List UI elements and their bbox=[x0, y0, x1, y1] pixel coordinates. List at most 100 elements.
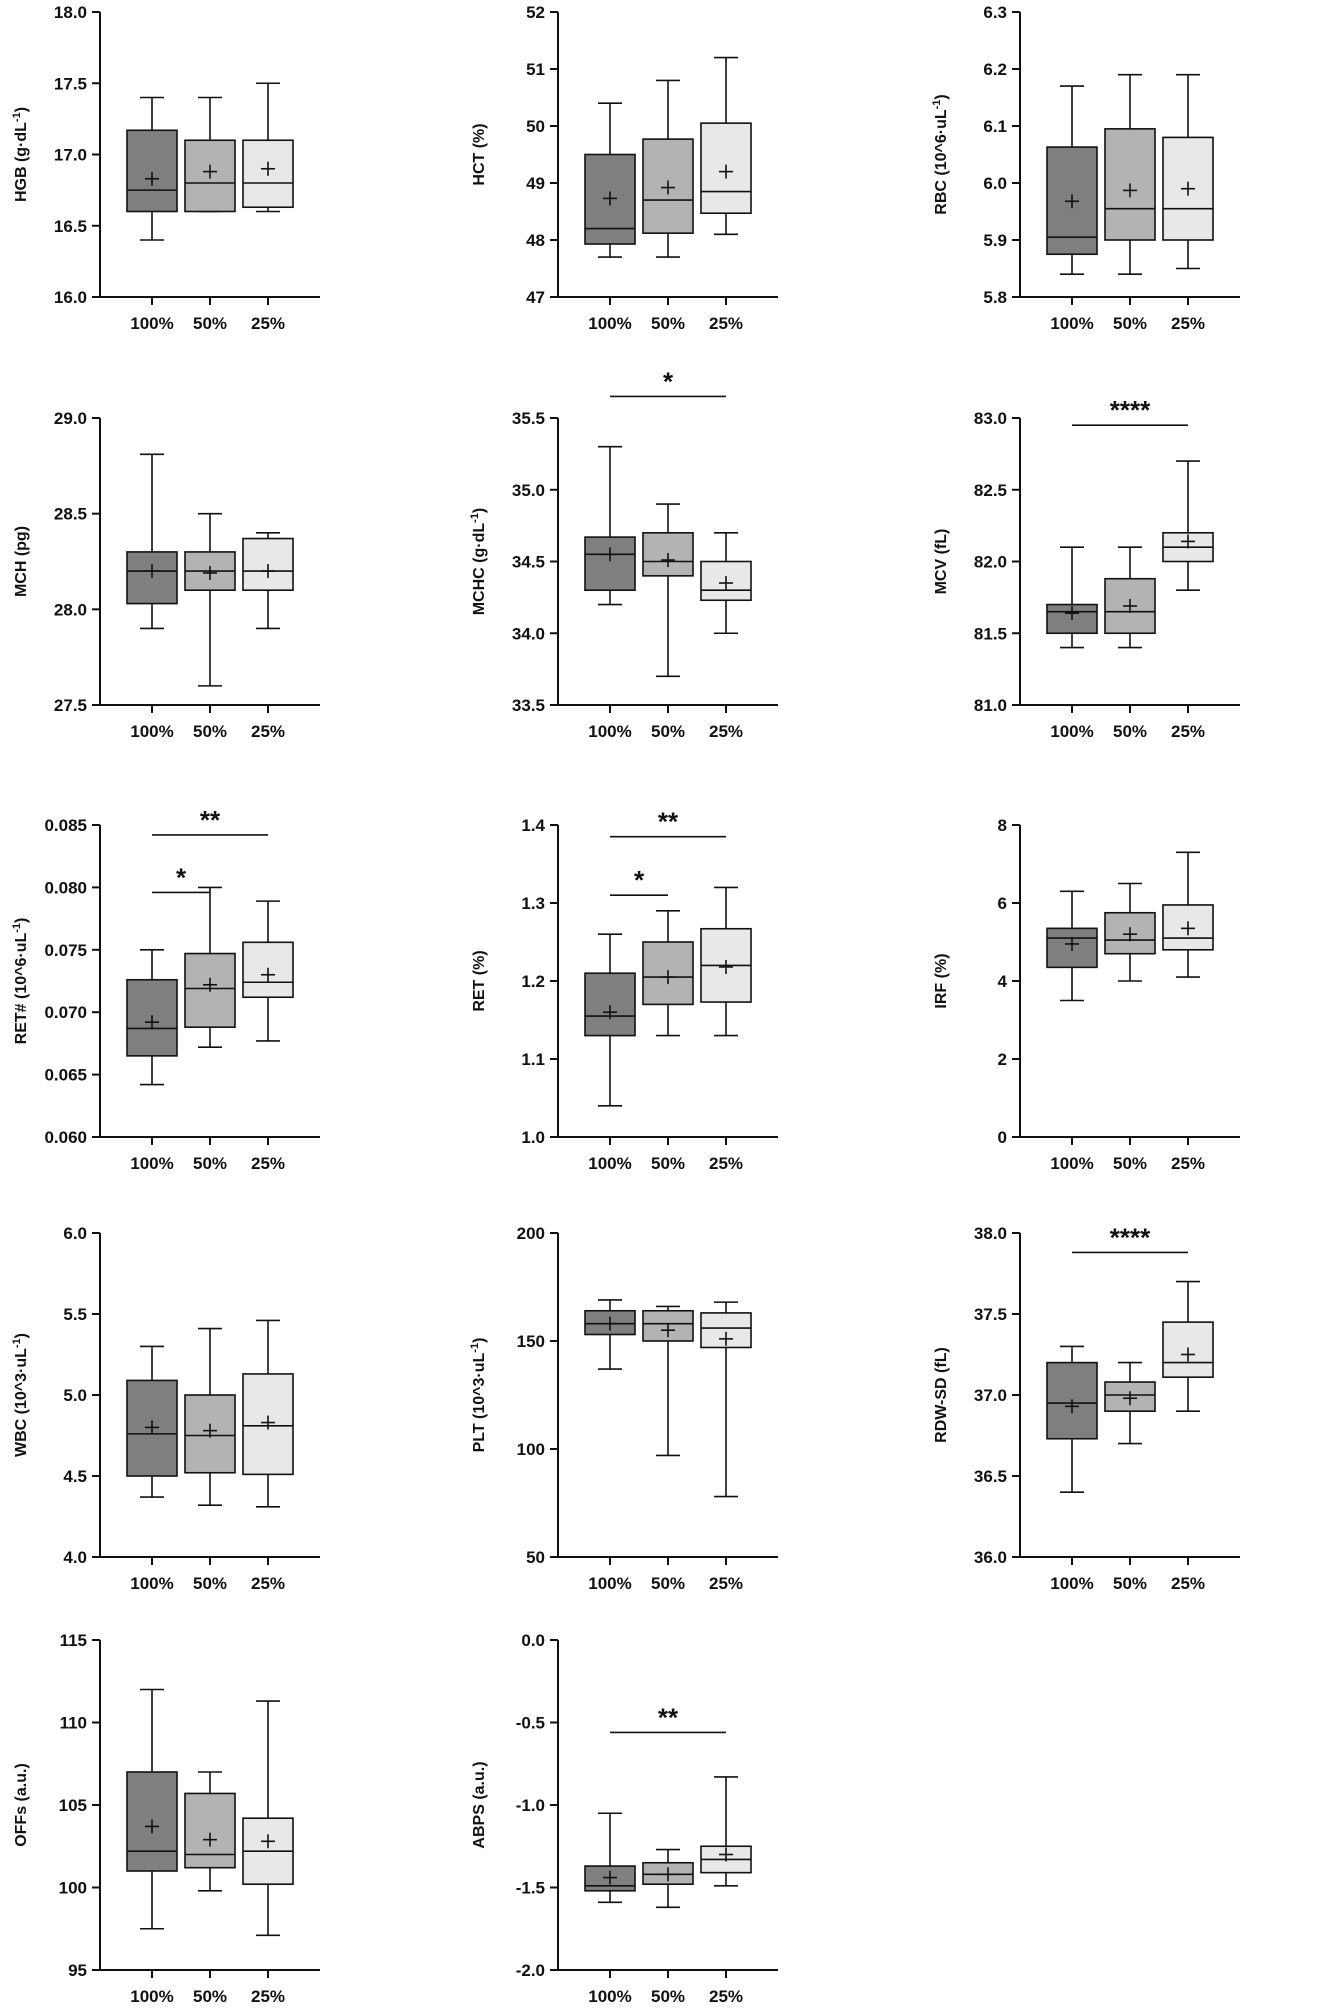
y-tick-label: 0.080 bbox=[44, 878, 87, 897]
y-axis-title: MCH (pg) bbox=[13, 526, 30, 597]
x-category-label: 100% bbox=[1050, 1154, 1093, 1173]
x-category-label: 25% bbox=[1171, 314, 1205, 333]
y-tick-label: 0.075 bbox=[44, 941, 87, 960]
boxplot-25pct bbox=[1162, 851, 1214, 978]
y-tick-label: 95 bbox=[68, 1961, 87, 1980]
y-tick-label: 16.0 bbox=[54, 288, 87, 307]
y-tick-label: 6 bbox=[998, 894, 1007, 913]
y-tick-label: 33.5 bbox=[512, 696, 545, 715]
y-axis-title: OFFs (a.u.) bbox=[13, 1763, 30, 1847]
y-tick-label: -1.0 bbox=[516, 1796, 545, 1815]
boxplot-100pct bbox=[1046, 890, 1098, 1002]
box-iqr bbox=[126, 129, 178, 213]
y-axis-title: RBC (10^6·uL-1) bbox=[931, 94, 950, 214]
boxplot-100pct bbox=[1046, 1345, 1098, 1493]
y-tick-label: 50 bbox=[526, 117, 545, 136]
boxplot-50pct bbox=[184, 886, 236, 1048]
x-category-label: 100% bbox=[130, 1154, 173, 1173]
boxplot-100pct bbox=[584, 933, 636, 1107]
boxplot-25pct bbox=[700, 886, 752, 1037]
y-tick-label: 1.3 bbox=[521, 894, 545, 913]
y-axis-title: WBC (10^3·uL-1) bbox=[11, 1333, 30, 1457]
y-tick-label: 1.0 bbox=[521, 1128, 545, 1147]
y-tick-label: 4.5 bbox=[63, 1467, 87, 1486]
significance-label: * bbox=[663, 366, 674, 396]
y-tick-label: 28.0 bbox=[54, 600, 87, 619]
significance-label: * bbox=[634, 865, 645, 895]
y-tick-label: 4 bbox=[998, 972, 1008, 991]
boxplot-100pct bbox=[584, 445, 636, 606]
boxplot-50pct bbox=[642, 1848, 694, 1909]
boxplot-50pct bbox=[184, 1327, 236, 1506]
boxplot-100pct bbox=[126, 1688, 178, 1930]
x-category-label: 100% bbox=[1050, 1574, 1093, 1593]
y-axis-title: RDW-SD (fL) bbox=[933, 1347, 950, 1443]
y-tick-label: 36.0 bbox=[974, 1548, 1007, 1567]
y-axis-title-main: WBC (10^3·uL bbox=[13, 1348, 30, 1457]
x-category-label: 100% bbox=[588, 1574, 631, 1593]
chart-hct: 47 48 49 50 51 52 100% 50% 25% HCT (%) bbox=[471, 3, 778, 333]
y-tick-label: 81.5 bbox=[974, 624, 1007, 643]
y-axis-title: HCT (%) bbox=[471, 123, 488, 185]
x-category-label: 25% bbox=[1171, 1574, 1205, 1593]
y-tick-label: 5.9 bbox=[983, 231, 1007, 250]
y-axis-title: MCHC (g·dL-1) bbox=[469, 508, 488, 616]
x-category-label: 100% bbox=[1050, 722, 1093, 741]
y-tick-label: 34.0 bbox=[512, 624, 545, 643]
boxplot-50pct bbox=[1104, 73, 1156, 276]
y-tick-label: 100 bbox=[517, 1440, 545, 1459]
y-axis-title-end: ) bbox=[471, 508, 488, 513]
x-category-label: 50% bbox=[193, 1574, 227, 1593]
y-axis-title-end: ) bbox=[471, 1338, 488, 1343]
y-tick-label: 28.5 bbox=[54, 505, 87, 524]
box-iqr bbox=[1046, 1361, 1098, 1440]
y-tick-label: 8 bbox=[998, 816, 1007, 835]
y-tick-label: 0.070 bbox=[44, 1003, 87, 1022]
x-category-label: 50% bbox=[651, 1987, 685, 2006]
x-category-label: 50% bbox=[193, 1987, 227, 2006]
chart-irf: 0 2 4 6 8 100% 50% 25% IRF (%) bbox=[933, 816, 1240, 1173]
y-axis-title: PLT (10^3·uL-1) bbox=[469, 1338, 488, 1453]
x-category-label: 25% bbox=[251, 1574, 285, 1593]
y-axis-title-main: MCH (pg) bbox=[13, 526, 30, 597]
y-tick-label: 35.5 bbox=[512, 409, 545, 428]
chart-mch: 27.5 28.0 28.5 29.0 100% 50% 25% MCH (pg) bbox=[13, 409, 320, 741]
boxplot-25pct bbox=[1162, 1280, 1214, 1412]
boxplot-50pct bbox=[184, 96, 236, 213]
y-tick-label: 6.3 bbox=[983, 3, 1007, 22]
x-category-label: 25% bbox=[1171, 722, 1205, 741]
y-tick-label: 17.5 bbox=[54, 74, 87, 93]
y-tick-label: 0 bbox=[998, 1128, 1007, 1147]
y-tick-label: 49 bbox=[526, 174, 545, 193]
boxplot-50pct bbox=[1104, 546, 1156, 649]
x-category-label: 100% bbox=[588, 1987, 631, 2006]
boxplot-50pct bbox=[184, 1771, 236, 1892]
y-axis-title-main: RDW-SD (fL) bbox=[933, 1347, 950, 1443]
y-tick-label: 29.0 bbox=[54, 409, 87, 428]
chart-offs: 95 100 105 110 115 100% 50% 25% OFFs (a.u.) bbox=[13, 1631, 320, 2006]
y-tick-label: -2.0 bbox=[516, 1961, 545, 1980]
chart-mcv: 81.0 81.5 82.0 82.5 83.0 100% 50% 25% MCV (fL) **… bbox=[933, 395, 1240, 741]
boxplot-50pct bbox=[1104, 882, 1156, 982]
y-axis-title-sup: -1 bbox=[931, 100, 943, 110]
y-tick-label: 5.8 bbox=[983, 288, 1007, 307]
y-tick-label: 81.0 bbox=[974, 696, 1007, 715]
y-tick-label: 52 bbox=[526, 3, 545, 22]
y-axis-title-main: HGB (g·dL bbox=[13, 122, 30, 202]
y-axis-title-main: RET# (10^6·uL bbox=[13, 933, 30, 1045]
y-tick-label: 6.1 bbox=[983, 117, 1007, 136]
y-axis-title: ABPS (a.u.) bbox=[471, 1761, 488, 1848]
y-axis-title: MCV (fL) bbox=[933, 529, 950, 595]
significance-label: **** bbox=[1110, 1222, 1151, 1252]
y-tick-label: 38.0 bbox=[974, 1224, 1007, 1243]
y-tick-label: 48 bbox=[526, 231, 545, 250]
y-axis-title-main: PLT (10^3·uL bbox=[471, 1352, 488, 1452]
chart-mchc: 33.5 34.0 34.5 35.0 35.5 100% 50% 25% MCHC (g·dL… bbox=[469, 366, 778, 741]
y-tick-label: 37.0 bbox=[974, 1386, 1007, 1405]
boxplot-100pct bbox=[126, 453, 178, 630]
x-category-label: 100% bbox=[130, 722, 173, 741]
significance-label: ** bbox=[200, 805, 221, 835]
y-tick-label: 6.0 bbox=[983, 174, 1007, 193]
y-tick-label: 17.0 bbox=[54, 146, 87, 165]
